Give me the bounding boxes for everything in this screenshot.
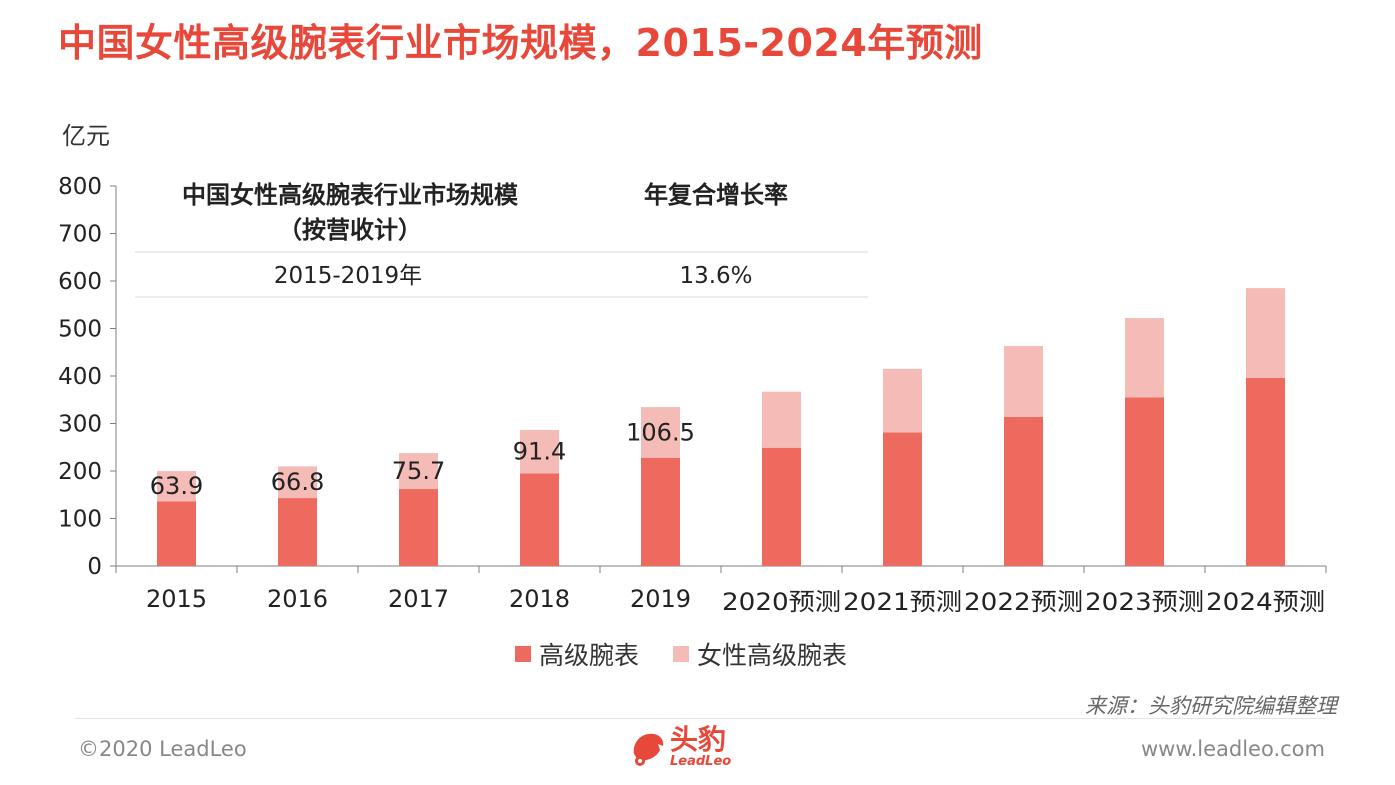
bar-series2 bbox=[278, 466, 317, 499]
legend-swatch-series1 bbox=[515, 646, 531, 662]
bar-series1 bbox=[278, 498, 317, 566]
bar-series1 bbox=[520, 473, 559, 566]
data-label: 63.9 bbox=[150, 472, 203, 500]
bar-series2 bbox=[641, 407, 680, 458]
bar-series1 bbox=[1125, 397, 1164, 566]
x-tick-label: 2024预测 bbox=[1206, 588, 1325, 616]
bar-series1 bbox=[1004, 416, 1043, 566]
chart-legend: 高级腕表 女性高级腕表 bbox=[515, 636, 847, 672]
table-header-left-line1: 中国女性高级腕表行业市场规模 bbox=[182, 181, 519, 209]
y-tick-label: 400 bbox=[58, 364, 102, 390]
bar-series1 bbox=[1246, 377, 1285, 566]
data-labels: 63.9 66.8 75.7 91.4 106.5 bbox=[150, 418, 695, 500]
leopard-icon bbox=[633, 733, 664, 766]
y-tick-label: 700 bbox=[58, 222, 102, 248]
leadleo-logo: 头豹 LeadLeo bbox=[630, 726, 731, 769]
axes: 0 100 200 300 400 500 600 700 800 2015 2016 2017 201… bbox=[58, 174, 1327, 616]
bar-series2 bbox=[1246, 288, 1285, 378]
data-label: 91.4 bbox=[513, 438, 566, 466]
legend-swatch-series2 bbox=[673, 646, 690, 662]
x-tick-label: 2022预测 bbox=[964, 588, 1083, 616]
logo-subtext: LeadLeo bbox=[670, 754, 732, 769]
bar-series1 bbox=[883, 432, 922, 566]
y-tick-label: 200 bbox=[58, 459, 102, 485]
y-tick-label: 600 bbox=[58, 269, 102, 295]
y-tick-label: 500 bbox=[58, 317, 102, 343]
x-tick-label: 2016 bbox=[267, 585, 328, 613]
bar-series2 bbox=[157, 471, 196, 502]
bar-series2 bbox=[399, 453, 438, 490]
source-note: 来源：头豹研究院编辑整理 bbox=[1085, 694, 1337, 718]
cagr-table: 中国女性高级腕表行业市场规模 （按营收计） 年复合增长率 2015-2019年 … bbox=[135, 181, 868, 298]
logo-text: 头豹 bbox=[670, 723, 727, 756]
legend-label-series1: 高级腕表 bbox=[539, 641, 640, 670]
y-tick-label: 800 bbox=[58, 174, 102, 200]
table-header-right: 年复合增长率 bbox=[644, 181, 788, 209]
x-tick-label: 2021预测 bbox=[843, 588, 962, 616]
footer-divider bbox=[75, 718, 1325, 719]
bar-series2 bbox=[520, 429, 559, 474]
page-title: 中国女性高级腕表行业市场规模，2015-2024年预测 bbox=[58, 21, 983, 65]
table-cagr: 13.6% bbox=[679, 263, 752, 289]
x-tick-label: 2018 bbox=[509, 585, 570, 613]
bar-series2 bbox=[1004, 346, 1043, 417]
y-tick-label: 100 bbox=[58, 507, 102, 533]
bar-series1 bbox=[157, 501, 196, 566]
bar-chart: 中国女性高级腕表行业市场规模 （按营收计） 年复合增长率 2015-2019年 … bbox=[58, 174, 1327, 616]
y-tick-label: 300 bbox=[58, 412, 102, 438]
bar-series1 bbox=[399, 489, 438, 566]
x-tick-label: 2017 bbox=[388, 585, 449, 613]
bar-series2 bbox=[762, 391, 801, 448]
y-tick-label: 0 bbox=[87, 554, 102, 580]
table-header-left-line2: （按营收计） bbox=[278, 216, 422, 244]
legend-item-series1: 高级腕表 bbox=[515, 636, 639, 672]
legend-item-series2: 女性高级腕表 bbox=[673, 636, 847, 672]
data-label: 66.8 bbox=[271, 468, 324, 496]
y-axis-unit: 亿元 bbox=[62, 122, 110, 150]
bar-series2 bbox=[883, 368, 922, 433]
x-tick-label: 2020预测 bbox=[722, 588, 841, 616]
data-label: 75.7 bbox=[392, 457, 445, 485]
bars bbox=[157, 288, 1285, 566]
data-label: 106.5 bbox=[626, 418, 695, 446]
bar-series2 bbox=[1125, 318, 1164, 398]
bar-series1 bbox=[641, 457, 680, 566]
x-tick-label: 2019 bbox=[630, 585, 691, 613]
copyright: ©2020 LeadLeo bbox=[78, 737, 247, 761]
table-period: 2015-2019年 bbox=[274, 263, 422, 289]
website-link[interactable]: www.leadleo.com bbox=[1141, 737, 1325, 761]
x-tick-label: 2015 bbox=[146, 585, 207, 613]
bar-series1 bbox=[762, 447, 801, 566]
x-tick-label: 2023预测 bbox=[1085, 588, 1204, 616]
legend-label-series2: 女性高级腕表 bbox=[697, 641, 848, 670]
